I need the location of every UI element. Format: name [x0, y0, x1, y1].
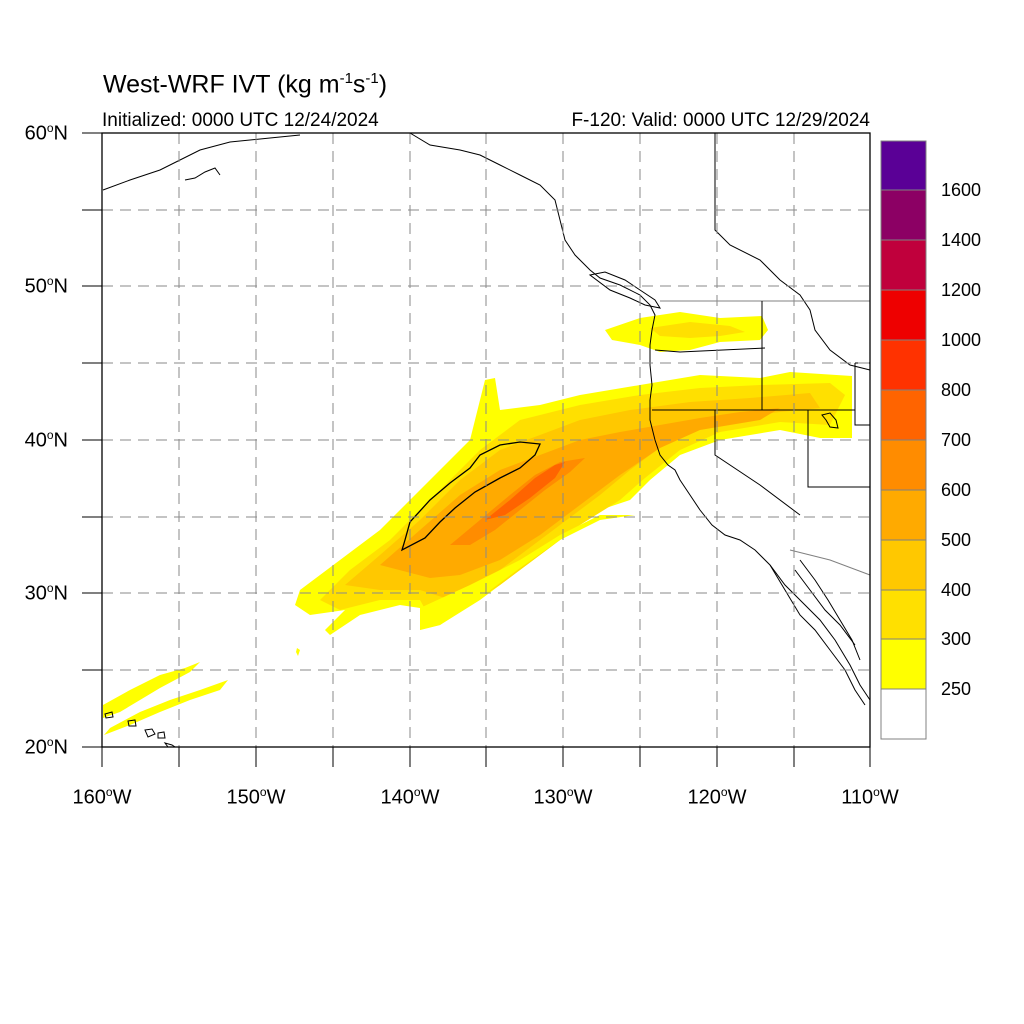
ivt-shading	[103, 312, 852, 735]
colorbar-label-800: 800	[941, 380, 972, 400]
colorbar-label-500: 500	[941, 530, 972, 550]
canada-border-east	[714, 133, 871, 371]
colorbar-bin-7	[880, 339, 927, 391]
lon-label-130: 130oW	[533, 785, 593, 809]
colorbar-bin-2	[880, 589, 927, 640]
figure-title: West-WRF IVT (kg m-1s-1)	[103, 70, 388, 99]
lat-label-50: 50oN	[24, 274, 68, 298]
colorbar-bin-8	[880, 289, 927, 341]
init-time-label: Initialized: 0000 UTC 12/24/2024	[102, 110, 379, 131]
baja-coast	[769, 564, 866, 706]
colorbar-bin-10	[880, 189, 927, 241]
wa-or-border	[654, 347, 766, 353]
alaska-islands	[184, 167, 221, 181]
colorbar-label-250: 250	[941, 679, 972, 699]
nv-ca-border	[714, 410, 801, 516]
lon-label-150: 150oW	[226, 785, 286, 809]
colorbar-bin-4	[880, 489, 927, 541]
colorbar-label-600: 600	[941, 480, 972, 500]
us-mexico-border	[789, 549, 871, 576]
lon-label-160: 160oW	[72, 785, 132, 809]
grid	[102, 133, 870, 747]
ivt-speck	[296, 648, 300, 656]
alaska-coast	[102, 134, 301, 191]
lat-label-20: 20oN	[24, 735, 68, 759]
colorbar-label-1000: 1000	[941, 330, 982, 350]
hawaii-islands	[104, 711, 177, 748]
ivt-washington-inner	[650, 322, 745, 338]
colorbar-label-1400: 1400	[941, 230, 982, 250]
lat-label-40: 40oN	[24, 428, 68, 452]
colorbar-bin-11	[880, 140, 927, 191]
hawaii-kauai	[104, 711, 114, 719]
lon-label-110: 110oW	[841, 785, 899, 809]
colorbar-bin-9	[880, 239, 927, 291]
colorbar-bin-6	[880, 389, 927, 441]
colorbar-label-400: 400	[941, 580, 972, 600]
great-salt-lake	[821, 412, 839, 429]
hawaii-oahu	[127, 719, 137, 727]
vancouver-island	[588, 271, 662, 309]
ivt-contour-750	[400, 441, 541, 552]
colorbar-bin-0	[880, 688, 927, 740]
colorbar-label-1200: 1200	[941, 280, 982, 300]
nv-ut-border	[807, 410, 870, 488]
colorbar	[880, 140, 927, 740]
colorbar-bin-3	[880, 539, 927, 591]
ivt-plume-700	[485, 462, 565, 520]
colorbar-label-300: 300	[941, 629, 972, 649]
hawaii-big-island	[157, 731, 166, 739]
lon-label-120: 120oW	[687, 785, 747, 809]
lat-label-30: 30oN	[24, 581, 68, 605]
ivt-plume-low-lat	[420, 515, 635, 630]
mexico-coastline-2	[794, 569, 856, 646]
colorbar-bin-5	[880, 439, 927, 491]
lon-label-140: 140oW	[380, 785, 440, 809]
hawaii-maui	[144, 728, 156, 738]
colorbar-bin-1	[880, 638, 927, 690]
tick-marks	[82, 132, 871, 767]
colorbar-label-700: 700	[941, 430, 972, 450]
ivt-hawaii-band	[103, 662, 200, 718]
valid-time-label: F-120: Valid: 0000 UTC 12/29/2024	[571, 110, 870, 131]
colorbar-label-1600: 1600	[941, 180, 982, 200]
lat-label-60: 60oN	[24, 121, 68, 145]
